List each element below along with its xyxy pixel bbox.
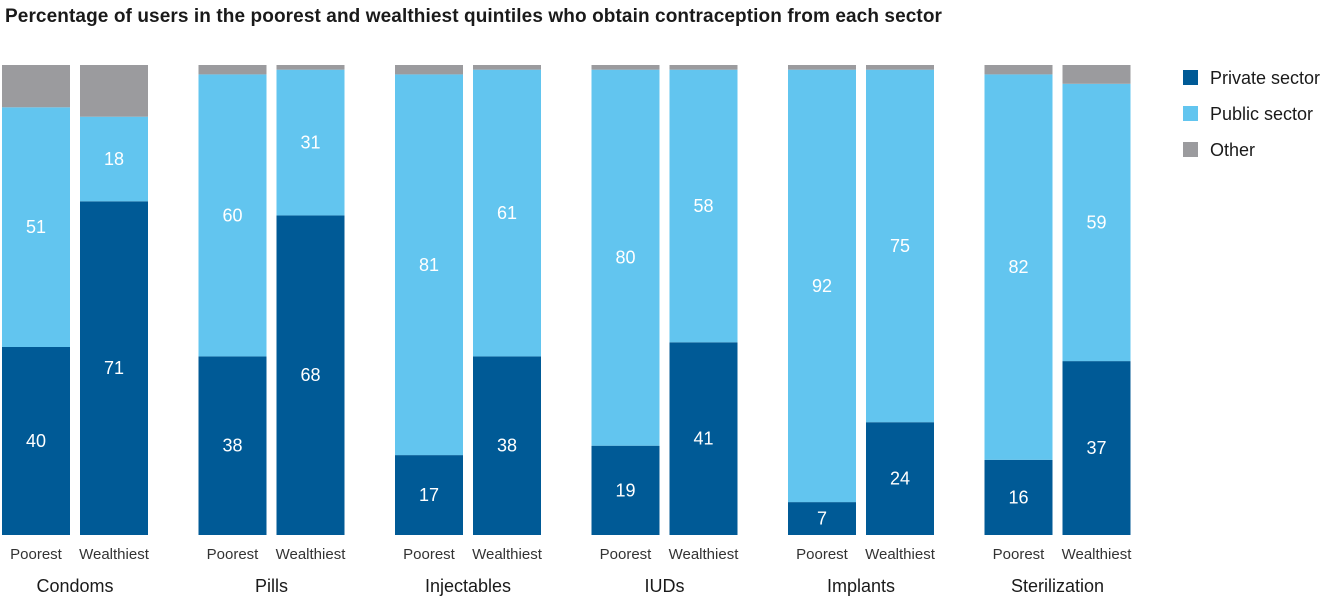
- bar-sterilization-wealthiest-other: [1062, 65, 1131, 84]
- value-label-injectables-wealthiest-private: 38: [497, 436, 517, 456]
- bar-iuds-poorest-private: [591, 445, 660, 535]
- value-label-condoms-poorest-public: 51: [26, 217, 46, 237]
- chart-title: Percentage of users in the poorest and w…: [5, 6, 943, 27]
- bar-condoms-wealthiest-public: [80, 116, 148, 202]
- bar-iuds-wealthiest-public: [669, 69, 738, 343]
- group-label-sterilization: Sterilization: [1011, 576, 1104, 596]
- group-label-implants: Implants: [827, 576, 895, 596]
- bar-label-iuds-wealthiest: Wealthiest: [669, 546, 740, 563]
- bar-condoms-poorest-private: [2, 347, 70, 535]
- value-label-iuds-wealthiest-public: 58: [693, 196, 713, 216]
- bar-condoms-poorest-public: [2, 107, 70, 347]
- bar-injectables-poorest-other: [395, 65, 463, 75]
- bar-sterilization-poorest-private: [984, 459, 1053, 535]
- legend-label-private: Private sector: [1210, 68, 1320, 88]
- bar-label-condoms-poorest: Poorest: [10, 546, 63, 563]
- bar-label-sterilization-poorest: Poorest: [993, 546, 1046, 563]
- bar-label-injectables-wealthiest: Wealthiest: [472, 546, 543, 563]
- group-label-iuds: IUDs: [645, 576, 685, 596]
- group-label-pills: Pills: [255, 576, 288, 596]
- bar-injectables-wealthiest-private: [473, 356, 541, 535]
- bar-pills-wealthiest-public: [276, 69, 345, 216]
- value-label-iuds-poorest-public: 80: [615, 248, 635, 268]
- value-label-pills-wealthiest-public: 31: [300, 133, 320, 153]
- bar-sterilization-poorest-other: [984, 65, 1053, 75]
- value-label-sterilization-poorest-private: 16: [1008, 487, 1028, 507]
- value-label-implants-wealthiest-private: 24: [890, 469, 910, 489]
- bar-injectables-poorest-private: [395, 455, 463, 535]
- legend-label-public: Public sector: [1210, 104, 1313, 124]
- bar-implants-wealthiest-private: [866, 422, 934, 535]
- bar-label-implants-poorest: Poorest: [796, 546, 849, 563]
- bar-sterilization-poorest-public: [984, 74, 1053, 460]
- value-label-condoms-poorest-private: 40: [26, 431, 46, 451]
- bar-iuds-wealthiest-private: [669, 342, 738, 535]
- bar-label-iuds-poorest: Poorest: [600, 546, 653, 563]
- bar-iuds-wealthiest-other: [669, 65, 738, 70]
- value-label-pills-poorest-public: 60: [222, 205, 242, 225]
- value-label-injectables-poorest-private: 17: [419, 485, 439, 505]
- bar-pills-poorest-private: [198, 356, 267, 535]
- group-label-condoms: Condoms: [36, 576, 113, 596]
- value-label-sterilization-poorest-public: 82: [1008, 257, 1028, 277]
- bar-iuds-poorest-public: [591, 69, 660, 446]
- bar-condoms-wealthiest-other: [80, 65, 148, 117]
- value-label-sterilization-wealthiest-public: 59: [1086, 212, 1106, 232]
- bar-pills-wealthiest-private: [276, 215, 345, 535]
- value-label-injectables-poorest-public: 81: [419, 255, 439, 275]
- bar-implants-poorest-other: [788, 65, 856, 70]
- legend-swatch-other: [1183, 142, 1198, 157]
- bar-label-condoms-wealthiest: Wealthiest: [79, 546, 150, 563]
- value-label-implants-poorest-private: 7: [817, 509, 827, 529]
- legend-swatch-private: [1183, 70, 1198, 85]
- bar-label-pills-wealthiest: Wealthiest: [276, 546, 347, 563]
- bar-implants-wealthiest-other: [866, 65, 934, 70]
- value-label-pills-wealthiest-private: 68: [300, 365, 320, 385]
- bar-condoms-poorest-other: [2, 65, 70, 108]
- legend-label-other: Other: [1210, 140, 1255, 160]
- bar-injectables-wealthiest-other: [473, 65, 541, 70]
- bar-sterilization-wealthiest-public: [1062, 83, 1131, 362]
- bar-pills-poorest-other: [198, 65, 267, 75]
- bar-label-implants-wealthiest: Wealthiest: [865, 546, 936, 563]
- value-label-condoms-wealthiest-public: 18: [104, 149, 124, 169]
- bar-sterilization-wealthiest-private: [1062, 361, 1131, 535]
- bar-iuds-poorest-other: [591, 65, 660, 70]
- bar-label-injectables-poorest: Poorest: [403, 546, 456, 563]
- value-label-iuds-poorest-private: 19: [615, 480, 635, 500]
- value-label-sterilization-wealthiest-private: 37: [1086, 438, 1106, 458]
- value-label-iuds-wealthiest-private: 41: [693, 429, 713, 449]
- value-label-pills-poorest-private: 38: [222, 436, 242, 456]
- value-label-implants-wealthiest-public: 75: [890, 236, 910, 256]
- bar-injectables-wealthiest-public: [473, 69, 541, 357]
- bar-label-sterilization-wealthiest: Wealthiest: [1062, 546, 1133, 563]
- value-label-implants-poorest-public: 92: [812, 276, 832, 296]
- legend-swatch-public: [1183, 106, 1198, 121]
- bar-condoms-wealthiest-private: [80, 201, 148, 536]
- bar-pills-wealthiest-other: [276, 65, 345, 70]
- bar-injectables-poorest-public: [395, 74, 463, 456]
- bar-label-pills-poorest: Poorest: [207, 546, 260, 563]
- bar-implants-poorest-private: [788, 502, 856, 535]
- bar-pills-poorest-public: [198, 74, 267, 357]
- group-label-injectables: Injectables: [425, 576, 511, 596]
- value-label-injectables-wealthiest-public: 61: [497, 203, 517, 223]
- value-label-condoms-wealthiest-private: 71: [104, 358, 124, 378]
- bar-implants-wealthiest-public: [866, 69, 934, 423]
- bar-implants-poorest-public: [788, 69, 856, 503]
